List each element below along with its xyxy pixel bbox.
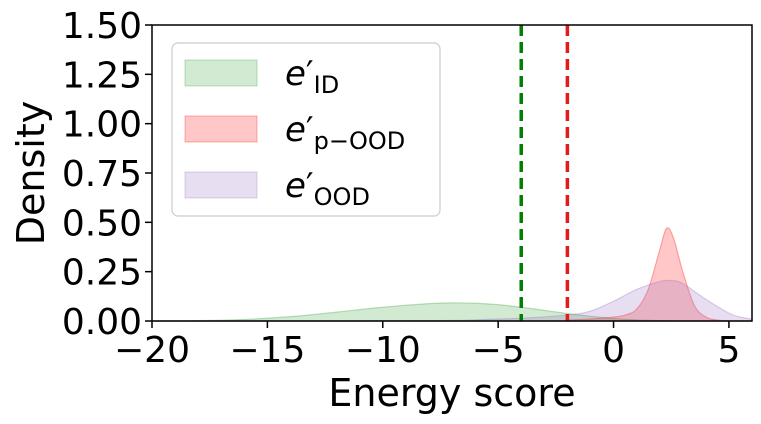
y-tick-label: 1.25: [62, 55, 142, 96]
y-axis-ticks: 0.00 0.25 0.50 0.75 1.00 1.25 1.50: [62, 6, 152, 343]
x-tick-label: 5: [717, 330, 740, 371]
y-tick-label: 1.50: [62, 6, 142, 47]
density-area-3: [151, 279, 753, 322]
y-axis-label: Density: [9, 101, 53, 245]
legend: e′ID e′p−OOD e′OOD: [171, 42, 441, 217]
x-tick-label: −15: [229, 330, 305, 371]
legend-swatch-2: [184, 115, 258, 143]
legend-label-3: e′OOD: [285, 166, 370, 211]
x-tick-label: 0: [602, 330, 625, 371]
x-tick-label: −5: [472, 330, 525, 371]
legend-box: [171, 42, 441, 217]
y-tick-label: 0.75: [62, 154, 142, 195]
x-axis-label: Energy score: [328, 371, 575, 415]
y-tick-label: 0.00: [62, 302, 142, 343]
x-tick-label: −10: [345, 330, 421, 371]
x-tick-label: −20: [114, 330, 190, 371]
legend-label-1: e′ID: [285, 54, 339, 99]
density-areas: [151, 227, 753, 322]
y-tick-label: 1.00: [62, 105, 142, 146]
y-tick-label: 0.25: [62, 253, 142, 294]
legend-swatch-1: [184, 59, 258, 87]
legend-swatch-3: [184, 171, 258, 199]
x-axis-ticks: −20 −15 −10 −5 0 5: [114, 321, 740, 371]
threshold-lines: [519, 25, 570, 321]
y-tick-label: 0.50: [62, 203, 142, 244]
legend-label-2: e′p−OOD: [285, 110, 405, 155]
